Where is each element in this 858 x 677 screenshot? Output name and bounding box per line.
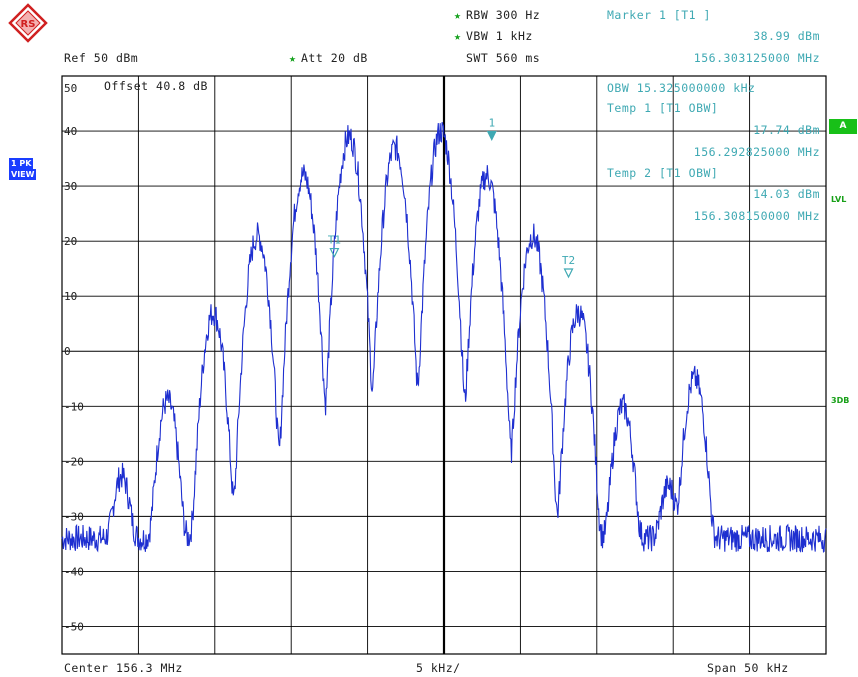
span-label: Span 50 kHz [707, 661, 789, 675]
logo-diamond-icon: RS [8, 3, 48, 43]
trace-detector-tag: 1 PK [9, 158, 34, 169]
offset-label: Offset 40.8 dB [104, 79, 208, 93]
vbw-label: VBW 1 kHz [466, 29, 533, 43]
ref-level-label: Ref 50 dBm [64, 51, 139, 65]
y-tick-label: 0 [64, 345, 71, 358]
temp2-level: 14.03 dBm [753, 187, 820, 201]
temp1-frequency: 156.292825000 MHz [693, 145, 820, 159]
marker-t2-label: T2 [562, 254, 575, 267]
attenuation-label: Att 20 dB [301, 51, 368, 65]
input-a-badge: A [829, 119, 857, 134]
spectrum-trace [61, 122, 827, 553]
lvl-indicator: LVL [831, 195, 847, 204]
marker-t2-icon [563, 268, 574, 279]
y-tick-label: 50 [64, 82, 77, 95]
marker-level: 38.99 dBm [753, 29, 820, 43]
center-frequency-label: Center 156.3 MHz [64, 661, 183, 675]
rbw-label: RBW 300 Hz [466, 8, 541, 22]
marker-1-label: 1 [488, 117, 495, 130]
temp1-title: Temp 1 [T1 OBW] [607, 101, 719, 115]
three-db-indicator: 3DB [831, 396, 850, 405]
marker-t1-label: T1 [328, 234, 341, 247]
y-tick-label: 20 [64, 235, 77, 248]
y-tick-label: -50 [64, 620, 84, 633]
vbw-star-icon: ★ [454, 29, 462, 43]
obw-label: OBW 15.325000000 kHz [607, 81, 756, 95]
input-a-label: A [839, 121, 847, 131]
marker-t1-icon [329, 247, 340, 258]
marker-frequency: 156.303125000 MHz [693, 51, 820, 65]
rbw-star-icon: ★ [454, 8, 462, 22]
brand-logo: RS [8, 3, 48, 43]
trace-mode-tag: VIEW [9, 169, 37, 180]
att-star-icon: ★ [289, 51, 297, 65]
y-tick-label: -20 [64, 455, 84, 468]
temp1-level: 17.74 dBm [753, 123, 820, 137]
temp2-title: Temp 2 [T1 OBW] [607, 166, 719, 180]
y-tick-label: -40 [64, 565, 84, 578]
y-tick-label: 40 [64, 125, 77, 138]
marker-1-icon [486, 131, 497, 141]
y-tick-label: 10 [64, 290, 77, 303]
y-tick-label: -30 [64, 510, 84, 523]
division-label: 5 kHz/ [416, 661, 461, 675]
y-tick-label: 30 [64, 180, 77, 193]
marker-title: Marker 1 [T1 ] [607, 8, 711, 22]
swt-label: SWT 560 ms [466, 51, 541, 65]
y-tick-label: -10 [64, 400, 84, 413]
svg-text:RS: RS [21, 19, 36, 30]
temp2-frequency: 156.308150000 MHz [693, 209, 820, 223]
